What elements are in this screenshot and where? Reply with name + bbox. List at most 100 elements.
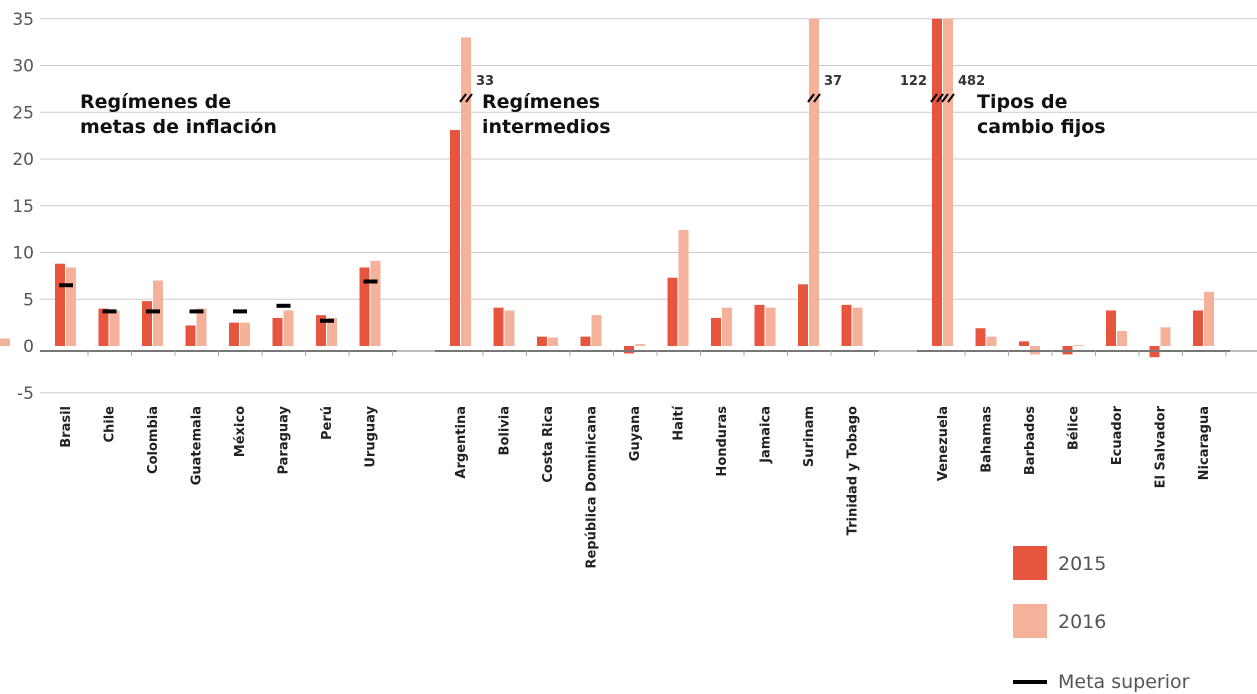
bar-2016-jamaica — [765, 307, 776, 346]
category-label-republica-dominicana: República Dominicana — [585, 406, 600, 569]
group-label-2-line2: intermedios — [482, 116, 611, 138]
bar-2016-nicaragua — [1204, 291, 1214, 346]
category-label-nicaragua: Nicaragua — [1197, 406, 1212, 480]
category-label-guyana: Guyana — [628, 406, 643, 461]
break-label-venezuela-2016: 482 — [958, 74, 985, 89]
y-tick-label: 20 — [12, 150, 34, 170]
category-label-surinam: Surinam — [802, 406, 817, 467]
category-label-venezuela: Venezuela — [936, 406, 951, 481]
category-label-bahamas: Bahamas — [980, 406, 995, 473]
bar-2015-surinam — [798, 284, 808, 346]
category-label-costa-rica: Costa Rica — [541, 406, 556, 483]
y-tick-label: 0 — [23, 337, 34, 357]
bar-2016-brasil — [66, 267, 76, 346]
bar-2015-costa-rica — [537, 336, 547, 346]
y-tick-label: 25 — [12, 103, 34, 123]
bar-2015-barbados — [1019, 341, 1029, 346]
target-marker-mexico — [233, 309, 247, 314]
bar-2015-mexico — [229, 322, 239, 346]
legend-swatch-2016 — [1013, 604, 1047, 638]
bars — [0, 18, 1214, 358]
group-label-3-line1: Tipos de — [977, 91, 1068, 113]
zero-line — [40, 350, 1257, 356]
bar-2015-venezuela — [932, 18, 942, 346]
bar-2016-honduras — [722, 307, 732, 346]
bar-2015-brasil — [55, 263, 65, 346]
break-mark — [807, 93, 815, 103]
y-axis-ticks: -5 0 5 10 15 20 25 30 35 — [12, 10, 34, 404]
bar-2016-chile — [109, 310, 120, 346]
group-label-2-line1: Regímenes — [482, 91, 600, 113]
bar-2015-jamaica — [754, 304, 765, 346]
bar-2016-haiti — [678, 230, 689, 346]
category-label-el-salvador: El Salvador — [1154, 405, 1169, 488]
category-label-jamaica: Jamaica — [759, 406, 774, 464]
target-marker-guatemala — [189, 309, 204, 314]
category-label-mexico: México — [233, 406, 248, 457]
category-label-belice: Bélice — [1067, 406, 1082, 450]
break-label-argentina-2016: 33 — [476, 74, 494, 89]
legend: 2015 2016 Meta superior — [1013, 546, 1190, 693]
bar-2016-belice — [1073, 345, 1084, 346]
category-label-brasil: Brasil — [59, 406, 74, 448]
bar-2016-bahamas — [986, 336, 997, 346]
target-markers — [59, 279, 378, 323]
target-marker-brasil — [59, 283, 73, 288]
bar-2016-paraguay — [283, 310, 294, 346]
break-mark — [930, 93, 938, 103]
bar-2015-guyana — [624, 346, 634, 354]
bar-2016-uruguay — [370, 260, 381, 346]
bar-2015-republica-dominicana — [580, 336, 591, 346]
y-tick-label: 10 — [12, 244, 34, 264]
bar-2015-haiti — [667, 277, 678, 346]
y-tick-label: 35 — [12, 10, 34, 30]
category-label-peru: Perú — [320, 406, 335, 440]
break-mark — [941, 93, 949, 103]
category-label-haiti: Haití — [672, 404, 687, 440]
bar-2015-ecuador — [1106, 310, 1116, 346]
bar-2015-bahamas — [975, 328, 986, 346]
group-label-1-line1: Regímenes de — [80, 91, 231, 113]
bar-2016-peru — [327, 317, 337, 346]
target-marker-chile — [102, 309, 117, 314]
gridlines — [40, 18, 1257, 394]
y-tick-label: 30 — [12, 57, 34, 77]
target-marker-paraguay — [276, 303, 291, 308]
bar-2015-colombia — [142, 301, 152, 346]
bar-2016-guyana — [635, 344, 645, 346]
category-label-bolivia: Bolivia — [498, 406, 513, 455]
bar-2015-trinidad-y-tobago — [841, 304, 852, 346]
bar-2016-panama — [0, 338, 10, 346]
bar-2015-honduras — [711, 317, 721, 346]
break-mark — [465, 93, 473, 103]
category-label-uruguay: Uruguay — [364, 405, 379, 467]
break-mark — [947, 93, 955, 103]
bar-2015-argentina — [450, 130, 460, 346]
category-label-chile: Chile — [103, 406, 118, 443]
target-marker-uruguay — [363, 279, 378, 284]
bar-2015-guatemala — [185, 325, 196, 346]
category-label-trinidad-y-tobago: Trinidad y Tobago — [846, 406, 861, 535]
break-label-surinam-2016: 37 — [824, 74, 842, 89]
bar-2016-bolivia — [504, 310, 515, 346]
legend-label-2015: 2015 — [1058, 553, 1106, 575]
bar-2016-ecuador — [1117, 331, 1127, 346]
category-label-ecuador: Ecuador — [1110, 405, 1125, 465]
break-mark — [459, 93, 467, 103]
x-axis-labels: Brasil Chile Colombia Guatemala México Paragu… — [59, 404, 1212, 569]
category-label-guatemala: Guatemala — [190, 406, 205, 485]
break-mark — [813, 93, 821, 103]
bar-2016-trinidad-y-tobago — [852, 307, 863, 346]
bar-2015-chile — [98, 308, 109, 346]
axis-breaks: 33 37 122 482 — [459, 74, 985, 103]
category-label-honduras: Honduras — [715, 406, 730, 477]
y-tick-label: 5 — [23, 290, 34, 310]
legend-swatch-2015 — [1013, 546, 1047, 580]
bar-2016-surinam — [809, 18, 819, 346]
group-label-3-line2: cambio fijos — [977, 116, 1106, 138]
bar-2016-mexico — [240, 322, 250, 346]
category-label-barbados: Barbados — [1023, 406, 1038, 475]
break-mark — [936, 93, 944, 103]
target-marker-colombia — [146, 309, 160, 314]
category-label-colombia: Colombia — [146, 406, 161, 474]
